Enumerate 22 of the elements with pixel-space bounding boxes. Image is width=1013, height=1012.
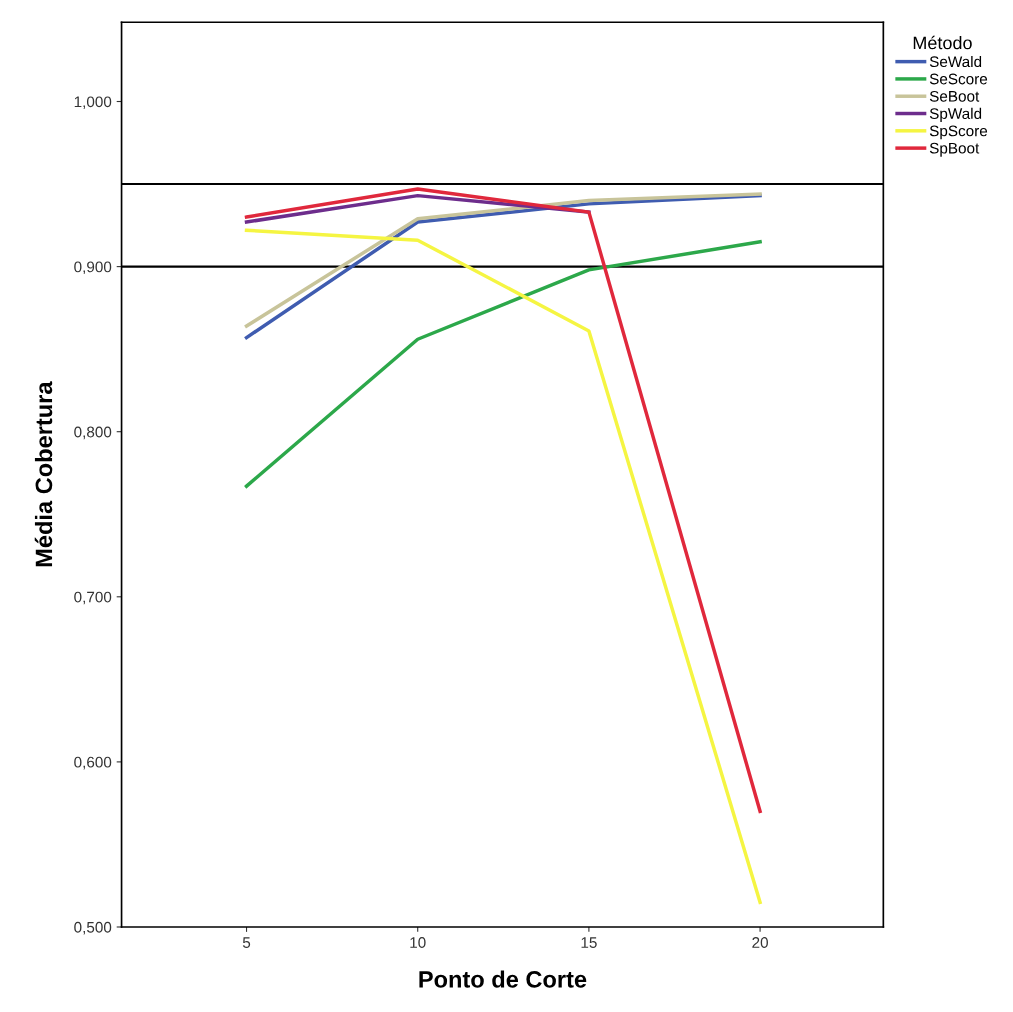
legend-title: Método (913, 35, 972, 50)
y-tick-label: 0,800 (74, 426, 112, 440)
legend-label: SpScore (929, 125, 988, 140)
legend-label: SpWald (929, 107, 982, 123)
y-tick-label: 0,500 (74, 921, 112, 935)
x-tick-label: 5 (242, 937, 251, 948)
y-tick-label: 1,000 (74, 96, 112, 109)
line-series (244, 240, 762, 488)
legend-label: SeScore (929, 73, 988, 85)
y-tick-label: 0,900 (74, 261, 112, 275)
legend-label: SeBoot (929, 90, 980, 102)
x-tick-label: 10 (410, 937, 426, 948)
legend-label: SpBoot (929, 142, 980, 157)
x-tick-label: 15 (581, 937, 597, 948)
x-tick-label: 20 (752, 937, 768, 948)
legend-label: SeWald (929, 55, 982, 68)
y-tick-label: 0,700 (74, 591, 112, 605)
y-axis-title: Média Cobertura (34, 381, 53, 567)
line-series (244, 187, 762, 814)
y-tick-label: 0,600 (74, 756, 112, 770)
line-series (244, 228, 762, 904)
x-axis-title: Ponto de Corte (419, 970, 587, 988)
